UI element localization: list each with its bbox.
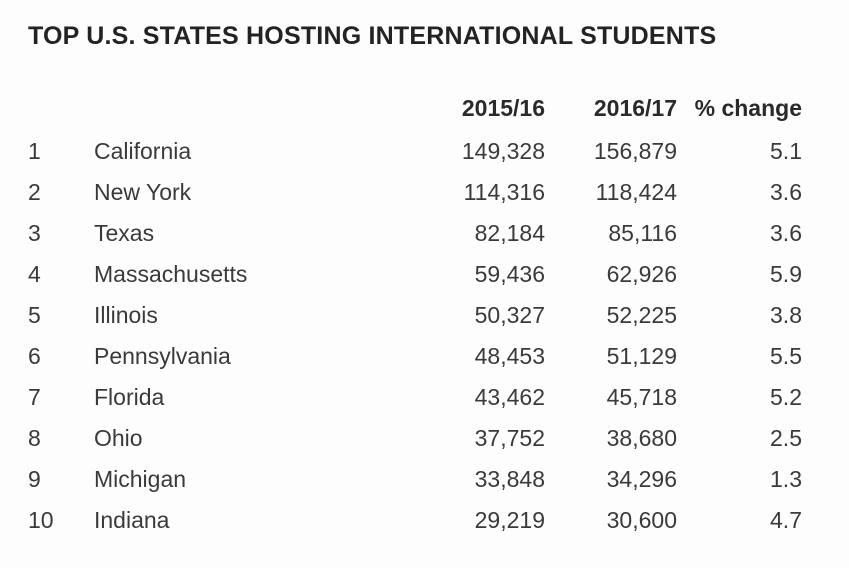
- rank-cell: 4: [28, 261, 41, 287]
- value-2016-17-cell: 118,424: [595, 179, 677, 205]
- value-2016-17-cell: 156,879: [593, 138, 677, 164]
- value-2016-17-cell: 45,718: [606, 384, 677, 410]
- pct-change-cell: 2.5: [770, 425, 802, 451]
- header-rank: [28, 85, 94, 131]
- pct-change-cell: 5.1: [770, 138, 802, 164]
- rank-cell: 8: [28, 425, 41, 451]
- table-row: 5 Illinois 50,327 52,225 3.8: [28, 295, 802, 336]
- pct-change-cell: 4.7: [770, 507, 802, 533]
- table-row: 9 Michigan 33,848 34,296 1.3: [28, 459, 802, 500]
- pct-change-cell: 3.6: [770, 220, 802, 246]
- state-cell: Massachusetts: [94, 261, 248, 287]
- rank-cell: 9: [28, 466, 41, 492]
- value-2016-17-cell: 51,129: [606, 343, 677, 369]
- pct-change-cell: 3.6: [770, 179, 802, 205]
- pct-change-cell: 5.2: [770, 384, 802, 410]
- table-row: 1 California 149,328 156,879 5.1: [28, 131, 802, 172]
- table-row: 8 Ohio 37,752 38,680 2.5: [28, 418, 802, 459]
- table-body: 1 California 149,328 156,879 5.1 2 New Y…: [28, 131, 802, 541]
- value-2016-17-cell: 34,296: [606, 466, 677, 492]
- value-2016-17-cell: 30,600: [606, 507, 677, 533]
- header-2015-16: 2015/16: [461, 94, 545, 121]
- rank-cell: 1: [28, 138, 41, 164]
- page-title: TOP U.S. STATES HOSTING INTERNATIONAL ST…: [28, 22, 717, 50]
- header-state: [94, 85, 374, 131]
- state-cell: California: [94, 138, 192, 164]
- value-2015-16-cell: 48,453: [474, 343, 545, 369]
- rank-cell: 5: [28, 302, 41, 328]
- table-row: 7 Florida 43,462 45,718 5.2: [28, 377, 802, 418]
- state-cell: Texas: [94, 220, 155, 246]
- header-pct-change: % change: [694, 94, 802, 121]
- table-row: 2 New York 114,316 118,424 3.6: [28, 172, 802, 213]
- pct-change-cell: 3.8: [770, 302, 802, 328]
- rank-cell: 3: [28, 220, 41, 246]
- table-row: 4 Massachusetts 59,436 62,926 5.9: [28, 254, 802, 295]
- state-cell: Florida: [94, 384, 165, 410]
- value-2015-16-cell: 37,752: [474, 425, 545, 451]
- pct-change-cell: 1.3: [770, 466, 802, 492]
- value-2015-16-cell: 43,462: [474, 384, 545, 410]
- value-2016-17-cell: 85,116: [608, 220, 677, 246]
- table-row: 10 Indiana 29,219 30,600 4.7: [28, 500, 802, 541]
- state-cell: Pennsylvania: [94, 343, 231, 369]
- pct-change-cell: 5.9: [770, 261, 802, 287]
- table-row: 3 Texas 82,184 85,116 3.6: [28, 213, 802, 254]
- value-2015-16-cell: 29,219: [474, 507, 545, 533]
- value-2015-16-cell: 149,328: [461, 138, 545, 164]
- value-2016-17-cell: 38,680: [606, 425, 677, 451]
- state-cell: Illinois: [94, 302, 158, 328]
- value-2015-16-cell: 82,184: [474, 220, 545, 246]
- state-cell: Ohio: [94, 425, 143, 451]
- value-2015-16-cell: 50,327: [474, 302, 545, 328]
- rank-cell: 10: [28, 507, 54, 533]
- value-2016-17-cell: 52,225: [606, 302, 677, 328]
- state-cell: New York: [94, 179, 192, 205]
- state-cell: Michigan: [94, 466, 187, 492]
- rank-cell: 2: [28, 179, 41, 205]
- value-2015-16-cell: 59,436: [474, 261, 545, 287]
- header-2016-17: 2016/17: [593, 94, 677, 121]
- value-2015-16-cell: 114,316: [463, 179, 545, 205]
- value-2016-17-cell: 62,926: [606, 261, 677, 287]
- value-2015-16-cell: 33,848: [474, 466, 545, 492]
- students-table: 2015/16 2016/17 % change 1 California 14…: [28, 85, 802, 541]
- state-cell: Indiana: [94, 507, 170, 533]
- table-row: 6 Pennsylvania 48,453 51,129 5.5: [28, 336, 802, 377]
- table-header-row: 2015/16 2016/17 % change: [28, 85, 802, 131]
- pct-change-cell: 5.5: [770, 343, 802, 369]
- rank-cell: 7: [28, 384, 41, 410]
- rank-cell: 6: [28, 343, 41, 369]
